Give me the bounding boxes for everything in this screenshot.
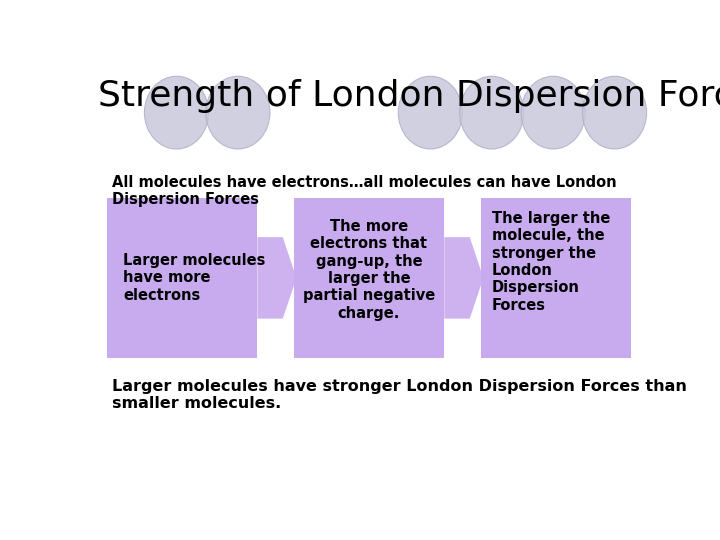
Text: Larger molecules have stronger London Dispersion Forces than
smaller molecules.: Larger molecules have stronger London Di… [112,379,687,411]
Ellipse shape [521,76,585,149]
Ellipse shape [398,76,462,149]
Text: The more
electrons that
gang-up, the
larger the
partial negative
charge.: The more electrons that gang-up, the lar… [303,219,435,321]
FancyBboxPatch shape [481,198,631,358]
Text: All molecules have electrons…all molecules can have London
Dispersion Forces: All molecules have electrons…all molecul… [112,175,617,207]
Polygon shape [444,237,483,319]
Ellipse shape [459,76,524,149]
Text: The larger the
molecule, the
stronger the
London
Dispersion
Forces: The larger the molecule, the stronger th… [492,211,610,313]
Ellipse shape [582,76,647,149]
FancyBboxPatch shape [294,198,444,358]
Text: Larger molecules
have more
electrons: Larger molecules have more electrons [124,253,266,303]
Ellipse shape [206,76,270,149]
Polygon shape [258,237,297,319]
FancyBboxPatch shape [107,198,258,358]
Ellipse shape [145,76,209,149]
Text: Strength of London Dispersion Forces: Strength of London Dispersion Forces [99,79,720,113]
